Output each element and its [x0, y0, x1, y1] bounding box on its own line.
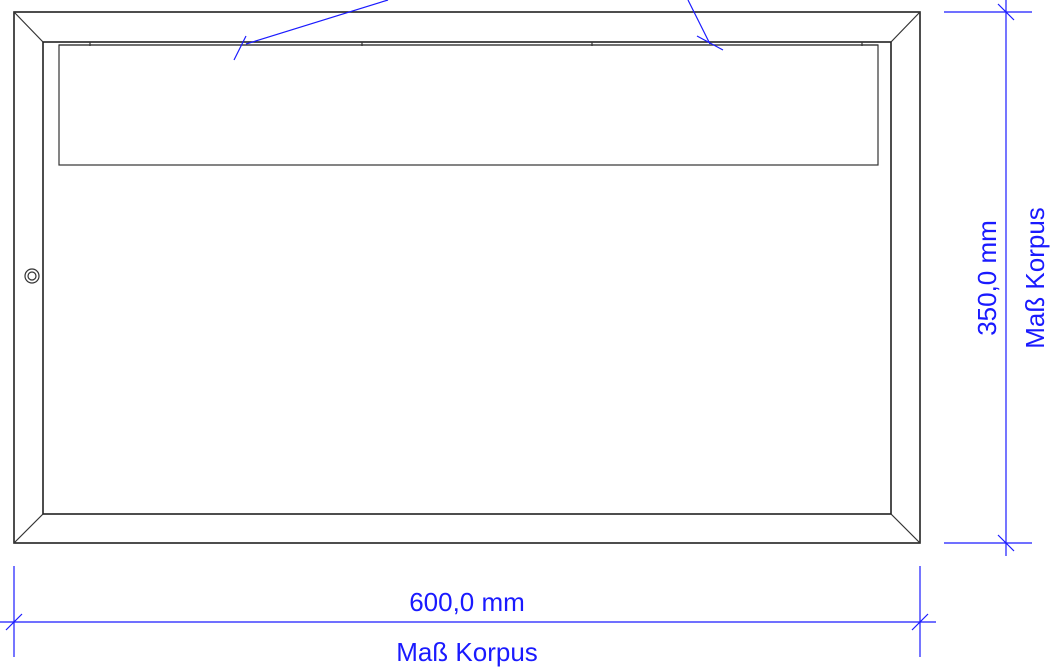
width-dimension-value: 600,0 mm [409, 587, 525, 617]
leader-arrow-right [696, 35, 724, 51]
leader-line-right [687, 0, 711, 45]
cabinet-front [13, 11, 921, 544]
leader-line-left [245, 0, 389, 45]
cabinet-outer-frame [13, 11, 921, 544]
lock-knob-outer [24, 268, 40, 284]
bevel-line-top-left [13, 11, 44, 43]
width-tick-right [911, 613, 929, 631]
height-dimension-label: Maß Korpus [1020, 207, 1050, 349]
height-dimension-value: 350,0 mm [972, 220, 1002, 336]
width-dimension: 600,0 mm Maß Korpus [0, 566, 936, 667]
width-tick-left [5, 613, 23, 631]
leader-lines [233, 0, 724, 61]
cabinet-inner-panel [42, 41, 892, 515]
height-tick-bottom [997, 534, 1015, 552]
width-dimension-label: Maß Korpus [396, 637, 538, 667]
height-tick-top [997, 3, 1015, 21]
leader-arrow-left [233, 35, 247, 61]
bevel-line-bottom-right [890, 513, 921, 544]
lock-knob-inner [27, 271, 37, 281]
height-dimension: 350,0 mm Maß Korpus [944, 0, 1050, 556]
bevel-line-bottom-left [13, 513, 44, 544]
top-compartment [58, 44, 879, 166]
bevel-line-top-right [890, 11, 921, 43]
